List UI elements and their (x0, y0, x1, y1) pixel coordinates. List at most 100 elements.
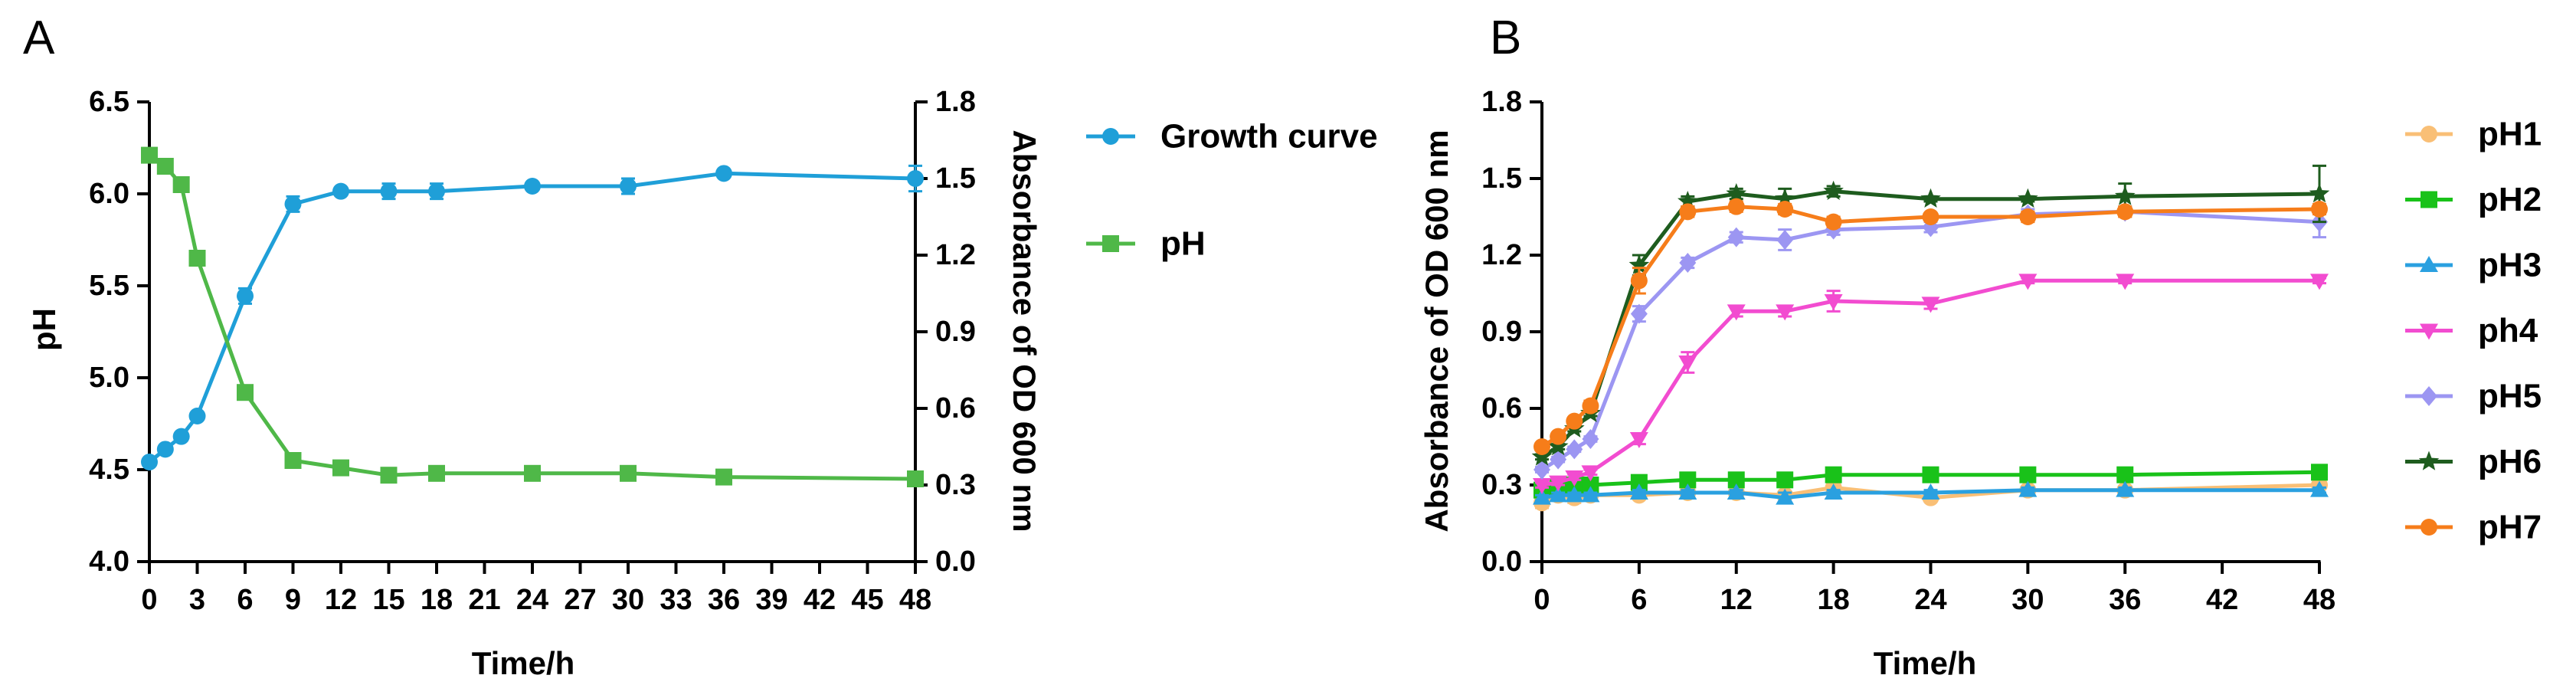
panel-b-legend-ph5-marker (2421, 386, 2437, 406)
panel-b-ph3-point (2018, 480, 2038, 497)
panel-b-ph4-point (1727, 304, 1746, 321)
panel-b-ph2-point (1825, 466, 1842, 483)
panel-b-ph6-point (1547, 436, 1569, 456)
panel-b-ph6-point (1531, 446, 1553, 466)
panel-a-ph-point (428, 464, 445, 482)
panel-a-ph-point (715, 468, 732, 486)
panel-b-ph2-point (1922, 466, 1939, 483)
panel-b-ph4-point (1549, 475, 1568, 492)
panel-b-ph4-point (1776, 304, 1795, 321)
panel-b-x-tick-label: 12 (1720, 584, 1753, 616)
panel-a-x-tick-label: 39 (755, 584, 787, 616)
panel-b-letter: B (1490, 11, 1521, 64)
panel-a-ph-point (907, 470, 924, 487)
panel-b-x-tick-label: 48 (2303, 584, 2335, 616)
panel-b-ph5-point (1550, 449, 1567, 470)
panel-a-x-tick-label: 0 (141, 584, 157, 616)
panel-b-legend-ph2-marker (2421, 191, 2437, 208)
panel-b-x-tick-label: 6 (1631, 584, 1647, 616)
panel-b-ph4-point (1533, 478, 1551, 494)
panel-b-ph7-point (1727, 198, 1745, 215)
panel-a-y-right-tick-label: 1.8 (935, 86, 976, 118)
panel-b-ph6-point (2114, 185, 2136, 205)
panel-b-y-axis-title: Absorbance of OD 600 nm (1419, 129, 1455, 532)
panel-a-ph-point (188, 250, 206, 267)
panel-b-ph7-point (2019, 208, 2037, 225)
panel-a-ph-line (148, 153, 916, 481)
panel-b-ph4-point (1921, 297, 1940, 313)
panel-b-ph6-point (1823, 180, 1844, 200)
panel-b-ph6-point (1774, 188, 1795, 208)
panel-b-ph3-point (1678, 483, 1697, 500)
panel-b-y-tick-label: 0.3 (1481, 469, 1522, 501)
panel-b-ph3-point (1549, 486, 1568, 503)
panel-b-x-tick-label: 0 (1533, 584, 1550, 616)
panel-b-ph6-point (1726, 183, 1747, 203)
panel-a-y-right-tick-label: 0.9 (935, 316, 976, 348)
panel-a-ph-point (141, 146, 158, 164)
panel-a-growth-curve-point (188, 408, 206, 424)
panel-b-ph7-point (1582, 397, 1599, 415)
panel-b-ph5-point (1630, 303, 1648, 324)
panel-b-ph3-point (1921, 483, 1940, 500)
panel-b-legend-ph2-label: pH2 (2478, 181, 2542, 218)
panel-b-ph4-point (1824, 294, 1843, 310)
panel-b-ph4-point (1678, 356, 1697, 372)
panel-a-growth-curve-point (156, 441, 174, 458)
panel-a-x-tick-label: 30 (612, 584, 644, 616)
panel-b-x-tick-label: 24 (1914, 584, 1946, 616)
panel-b-x-tick-label: 42 (2206, 584, 2238, 616)
panel-b-legend-ph6-marker (2418, 451, 2440, 470)
panel-b-ph5-point (1533, 460, 1550, 480)
panel-a-growth-curve-point (284, 195, 302, 213)
panel-b-y-tick-label: 1.2 (1481, 239, 1522, 271)
panel-b-ph2-point (1630, 474, 1648, 491)
panel-a-x-tick-label: 45 (851, 584, 883, 616)
panel-a-growth-curve-point (172, 428, 190, 445)
panel-a-ph-point (380, 467, 398, 484)
panel-b-ph4-point (1581, 465, 1600, 482)
panel-b-ph4-point (2018, 274, 2038, 290)
panel-b-ph7-point (2116, 203, 2134, 221)
panel-b-ph5-point (1776, 230, 1794, 250)
panel-a-ph-point (620, 464, 637, 482)
panel-b-ph2-point (2116, 466, 2134, 483)
panel-a-y-left-tick-label: 5.0 (89, 362, 129, 394)
panel-b-ph4-point (2310, 274, 2329, 290)
panel-a-x-tick-label: 42 (804, 584, 836, 616)
panel-a-ph-point (284, 452, 302, 469)
panel-a-legend-ph-marker (1102, 235, 1119, 252)
panel-a-growth-curve-point (237, 287, 254, 305)
panel-a-y-right-tick-label: 0.0 (935, 546, 976, 578)
panel-a-y-right-axis-title: Absorbance of OD 600 nm (1007, 129, 1043, 532)
panel-b-ph6-point (2309, 183, 2330, 203)
panel-a-x-tick-label: 9 (285, 584, 301, 616)
panel-a-y-left-tick-label: 4.5 (89, 454, 129, 486)
panel-a-y-left-axis-title: pH (26, 308, 62, 351)
panel-b-legend-ph4-label: ph4 (2478, 312, 2538, 349)
panel-a-y-right-tick-label: 0.3 (935, 469, 976, 501)
panel-a-y-left-tick-label: 6.5 (89, 86, 129, 118)
panel-b-ph5-point (1679, 253, 1697, 273)
panel-a-legend-growth-curve-marker (1102, 128, 1119, 145)
panel-b-x-tick-label: 36 (2109, 584, 2141, 616)
panel-b-ph3-point (1581, 486, 1600, 503)
panel-a-letter: A (23, 11, 55, 64)
panel-b-ph3-point (1824, 483, 1843, 500)
panel-a-growth-curve-point (524, 178, 541, 195)
panel-a-x-tick-label: 21 (468, 584, 500, 616)
panel-b-x-tick-label: 30 (2011, 584, 2044, 616)
panel-b-ph7-point (1776, 201, 1794, 218)
panel-a-y-left-tick-label: 6.0 (89, 178, 129, 210)
panel-b-ph3-point (1565, 486, 1584, 503)
panel-a-x-tick-label: 48 (899, 584, 931, 616)
panel-a-ph-point (172, 176, 190, 193)
panel-b-x-axis-title: Time/h (1874, 645, 1977, 681)
panel-b-ph2-point (1727, 471, 1745, 489)
panel-b-y-tick-label: 0.0 (1481, 546, 1522, 578)
panel-b-ph6-point (2018, 188, 2038, 208)
panel-a-growth-curve-point (715, 165, 732, 182)
panel-b-ph4-point (1565, 470, 1584, 487)
panel-b-ph7-point (1825, 213, 1842, 231)
